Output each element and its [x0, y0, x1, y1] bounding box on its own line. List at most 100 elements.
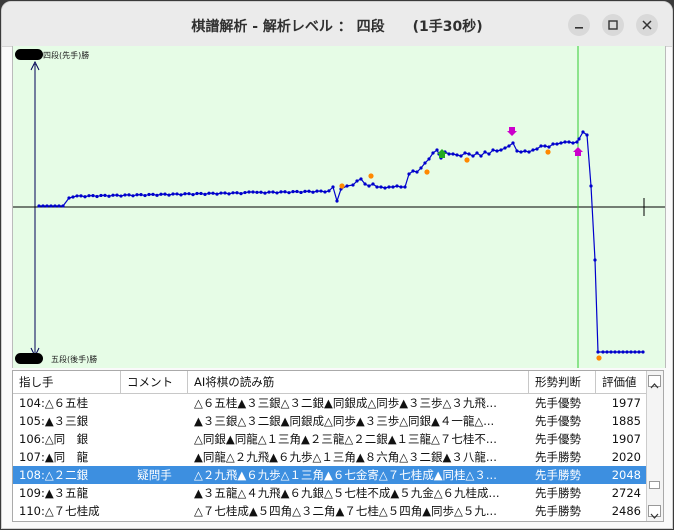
evaluation-point[interactable]	[551, 142, 555, 146]
evaluation-point[interactable]	[363, 182, 367, 186]
evaluation-point[interactable]	[227, 192, 231, 196]
evaluation-point[interactable]	[91, 194, 95, 198]
evaluation-point[interactable]	[455, 153, 459, 157]
evaluation-point[interactable]	[423, 161, 427, 165]
evaluation-point[interactable]	[119, 194, 123, 198]
evaluation-point[interactable]	[159, 192, 163, 196]
evaluation-point[interactable]	[211, 191, 215, 195]
evaluation-point[interactable]	[375, 185, 379, 189]
evaluation-point[interactable]	[107, 194, 111, 198]
move-list-table[interactable]: 指し手 コメント AI将棋の読み筋 形勢判断 評価値 104:△６五桂 △６五桂▲…	[12, 370, 664, 522]
evaluation-point[interactable]	[543, 144, 547, 148]
evaluation-point[interactable]	[585, 133, 589, 137]
evaluation-point[interactable]	[187, 192, 191, 196]
evaluation-point[interactable]	[127, 193, 131, 197]
table-row[interactable]: 104:△６五桂 △６五桂▲３三銀△３二銀▲同銀成△同歩▲３三歩△３九飛... 先手…	[13, 394, 647, 412]
evaluation-point[interactable]	[131, 194, 135, 198]
evaluation-point[interactable]	[255, 190, 259, 194]
evaluation-point[interactable]	[447, 152, 451, 156]
evaluation-point[interactable]	[511, 141, 515, 145]
table-row[interactable]: 109:▲３五龍 ▲３五龍△４九飛▲６九銀△５七桂不成▲５九金△６九桂成... 先手…	[13, 484, 647, 502]
evaluation-point[interactable]	[467, 152, 471, 156]
evaluation-point[interactable]	[183, 192, 187, 196]
evaluation-point[interactable]	[563, 140, 567, 144]
evaluation-point[interactable]	[279, 190, 283, 194]
evaluation-point[interactable]	[403, 185, 407, 189]
evaluation-point[interactable]	[247, 190, 251, 194]
evaluation-point[interactable]	[379, 185, 383, 189]
evaluation-point[interactable]	[589, 184, 593, 188]
table-row[interactable]: 110:△７七桂成 △７七桂成▲５四角△３二角▲７七桂△５四角▲同歩△５九... 先…	[13, 502, 647, 520]
evaluation-point[interactable]	[291, 190, 295, 194]
evaluation-point[interactable]	[299, 190, 303, 195]
evaluation-point[interactable]	[559, 141, 563, 145]
evaluation-point[interactable]	[223, 191, 227, 195]
header-comment[interactable]: コメント	[121, 371, 188, 393]
evaluation-point[interactable]	[399, 185, 403, 189]
evaluation-point[interactable]	[263, 191, 267, 195]
evaluation-point[interactable]	[355, 179, 359, 183]
evaluation-point[interactable]	[79, 194, 83, 198]
evaluation-point[interactable]	[71, 195, 75, 199]
table-row[interactable]: 105:▲３三銀 ▲３三銀△３二銀▲同銀成△同歩▲３三歩△同銀▲４一龍△... 先手…	[13, 412, 647, 430]
evaluation-point[interactable]	[103, 193, 107, 197]
title-bar[interactable]: 棋譜解析 - 解析レベル ： 四段 (1手30秒)	[2, 2, 672, 47]
evaluation-point[interactable]	[435, 148, 439, 152]
header-ai-line[interactable]: AI将棋の読み筋	[188, 371, 529, 393]
evaluation-point[interactable]	[207, 191, 211, 195]
evaluation-point[interactable]	[367, 184, 371, 188]
evaluation-point[interactable]	[219, 191, 223, 195]
evaluation-point[interactable]	[503, 146, 507, 150]
evaluation-point[interactable]	[575, 140, 579, 144]
evaluation-point[interactable]	[633, 350, 637, 354]
evaluation-point[interactable]	[577, 137, 581, 141]
evaluation-point[interactable]	[567, 140, 571, 144]
evaluation-point[interactable]	[307, 189, 311, 193]
evaluation-point[interactable]	[383, 186, 387, 190]
evaluation-point[interactable]	[641, 350, 645, 354]
evaluation-point[interactable]	[395, 184, 399, 188]
evaluation-point[interactable]	[49, 204, 53, 208]
evaluation-point[interactable]	[515, 149, 519, 153]
evaluation-point[interactable]	[471, 154, 475, 158]
evaluation-point[interactable]	[371, 182, 375, 186]
evaluation-point[interactable]	[609, 350, 613, 354]
evaluation-point[interactable]	[295, 189, 299, 194]
evaluation-point[interactable]	[75, 194, 79, 198]
evaluation-point[interactable]	[547, 145, 551, 149]
evaluation-point[interactable]	[139, 193, 143, 197]
evaluation-point[interactable]	[605, 350, 609, 354]
evaluation-point[interactable]	[459, 154, 463, 158]
evaluation-point[interactable]	[479, 154, 483, 158]
evaluation-point[interactable]	[491, 148, 495, 152]
evaluation-point[interactable]	[135, 193, 139, 197]
evaluation-point[interactable]	[151, 192, 155, 196]
evaluation-point[interactable]	[359, 177, 363, 181]
evaluation-point[interactable]	[215, 192, 219, 196]
evaluation-point[interactable]	[319, 189, 323, 193]
evaluation-point[interactable]	[231, 191, 235, 195]
evaluation-point[interactable]	[287, 191, 291, 195]
evaluation-point[interactable]	[303, 189, 307, 193]
evaluation-point[interactable]	[315, 189, 319, 193]
evaluation-point[interactable]	[617, 350, 621, 354]
vertical-scrollbar[interactable]	[646, 371, 663, 521]
scroll-down-button[interactable]	[648, 505, 661, 519]
evaluation-point[interactable]	[199, 191, 203, 196]
evaluation-point[interactable]	[335, 199, 339, 203]
evaluation-point[interactable]	[155, 193, 159, 197]
evaluation-point[interactable]	[179, 193, 183, 197]
evaluation-point[interactable]	[495, 149, 499, 153]
evaluation-point[interactable]	[387, 185, 391, 189]
evaluation-point[interactable]	[41, 204, 45, 208]
evaluation-point[interactable]	[637, 350, 641, 354]
evaluation-point[interactable]	[613, 350, 617, 354]
evaluation-point[interactable]	[415, 170, 419, 174]
evaluation-point[interactable]	[483, 150, 487, 154]
evaluation-point[interactable]	[175, 192, 179, 196]
evaluation-point[interactable]	[531, 148, 535, 152]
evaluation-point[interactable]	[283, 190, 287, 194]
evaluation-point[interactable]	[391, 185, 395, 189]
evaluation-point[interactable]	[427, 157, 431, 161]
evaluation-point[interactable]	[143, 193, 147, 198]
